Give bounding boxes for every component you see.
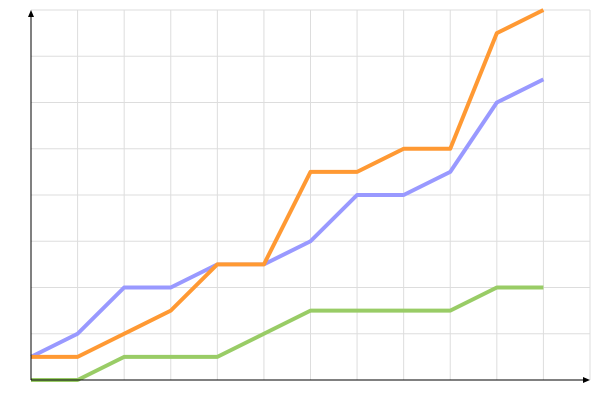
y-axis-arrow <box>28 10 34 17</box>
axes <box>28 10 590 383</box>
series-group <box>30 8 545 382</box>
series-line-3 <box>31 285 544 382</box>
x-axis-arrow <box>583 377 590 383</box>
series-line-2 <box>31 8 545 359</box>
series-line-1 <box>30 77 545 359</box>
grid <box>31 9 591 380</box>
